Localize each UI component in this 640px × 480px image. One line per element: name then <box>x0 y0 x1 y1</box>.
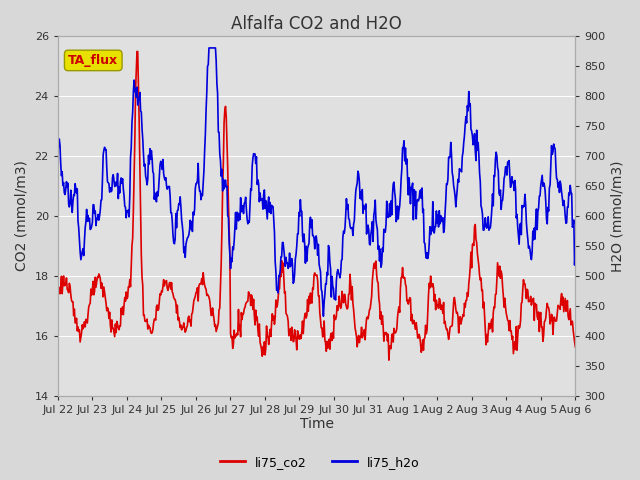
Title: Alfalfa CO2 and H2O: Alfalfa CO2 and H2O <box>231 15 402 33</box>
li75_h2o <box>381 228 388 234</box>
Line: li75_co2: li75_co2 <box>58 51 575 360</box>
li75_h2o <box>396 203 404 209</box>
li75_h2o <box>169 232 177 238</box>
li75_co2 <box>133 48 141 54</box>
li75_co2 <box>380 338 388 344</box>
li75_h2o <box>196 188 204 194</box>
li75_h2o <box>205 45 213 51</box>
li75_co2 <box>396 310 404 315</box>
Y-axis label: H2O (mmol/m3): H2O (mmol/m3) <box>611 160 625 272</box>
Y-axis label: CO2 (mmol/m3): CO2 (mmol/m3) <box>15 160 29 271</box>
li75_h2o <box>572 246 579 252</box>
li75_co2 <box>54 296 61 302</box>
li75_h2o <box>63 184 71 190</box>
X-axis label: Time: Time <box>300 418 333 432</box>
li75_h2o <box>319 313 327 319</box>
li75_co2 <box>197 280 205 286</box>
Text: TA_flux: TA_flux <box>68 54 118 67</box>
li75_co2 <box>170 295 177 300</box>
li75_co2 <box>385 357 393 363</box>
li75_co2 <box>63 287 71 292</box>
Line: li75_h2o: li75_h2o <box>58 48 575 316</box>
li75_co2 <box>116 323 124 329</box>
Legend: li75_co2, li75_h2o: li75_co2, li75_h2o <box>215 451 425 474</box>
li75_co2 <box>572 344 579 350</box>
li75_h2o <box>116 179 124 184</box>
li75_h2o <box>54 142 61 147</box>
